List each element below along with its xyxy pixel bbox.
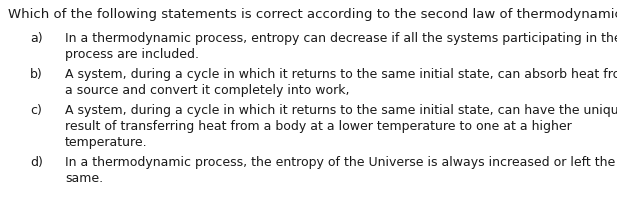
Text: A system, during a cycle in which it returns to the same initial state, can have: A system, during a cycle in which it ret…	[65, 104, 617, 117]
Text: b): b)	[30, 68, 43, 81]
Text: In a thermodynamic process, entropy can decrease if all the systems participatin: In a thermodynamic process, entropy can …	[65, 32, 617, 45]
Text: result of transferring heat from a body at a lower temperature to one at a highe: result of transferring heat from a body …	[65, 120, 572, 133]
Text: Which of the following statements is correct according to the second law of ther: Which of the following statements is cor…	[8, 8, 617, 21]
Text: c): c)	[30, 104, 42, 117]
Text: A system, during a cycle in which it returns to the same initial state, can abso: A system, during a cycle in which it ret…	[65, 68, 617, 81]
Text: a): a)	[30, 32, 43, 45]
Text: same.: same.	[65, 172, 103, 185]
Text: In a thermodynamic process, the entropy of the Universe is always increased or l: In a thermodynamic process, the entropy …	[65, 156, 615, 169]
Text: temperature.: temperature.	[65, 136, 147, 149]
Text: process are included.: process are included.	[65, 48, 199, 61]
Text: d): d)	[30, 156, 43, 169]
Text: a source and convert it completely into work,: a source and convert it completely into …	[65, 84, 349, 97]
